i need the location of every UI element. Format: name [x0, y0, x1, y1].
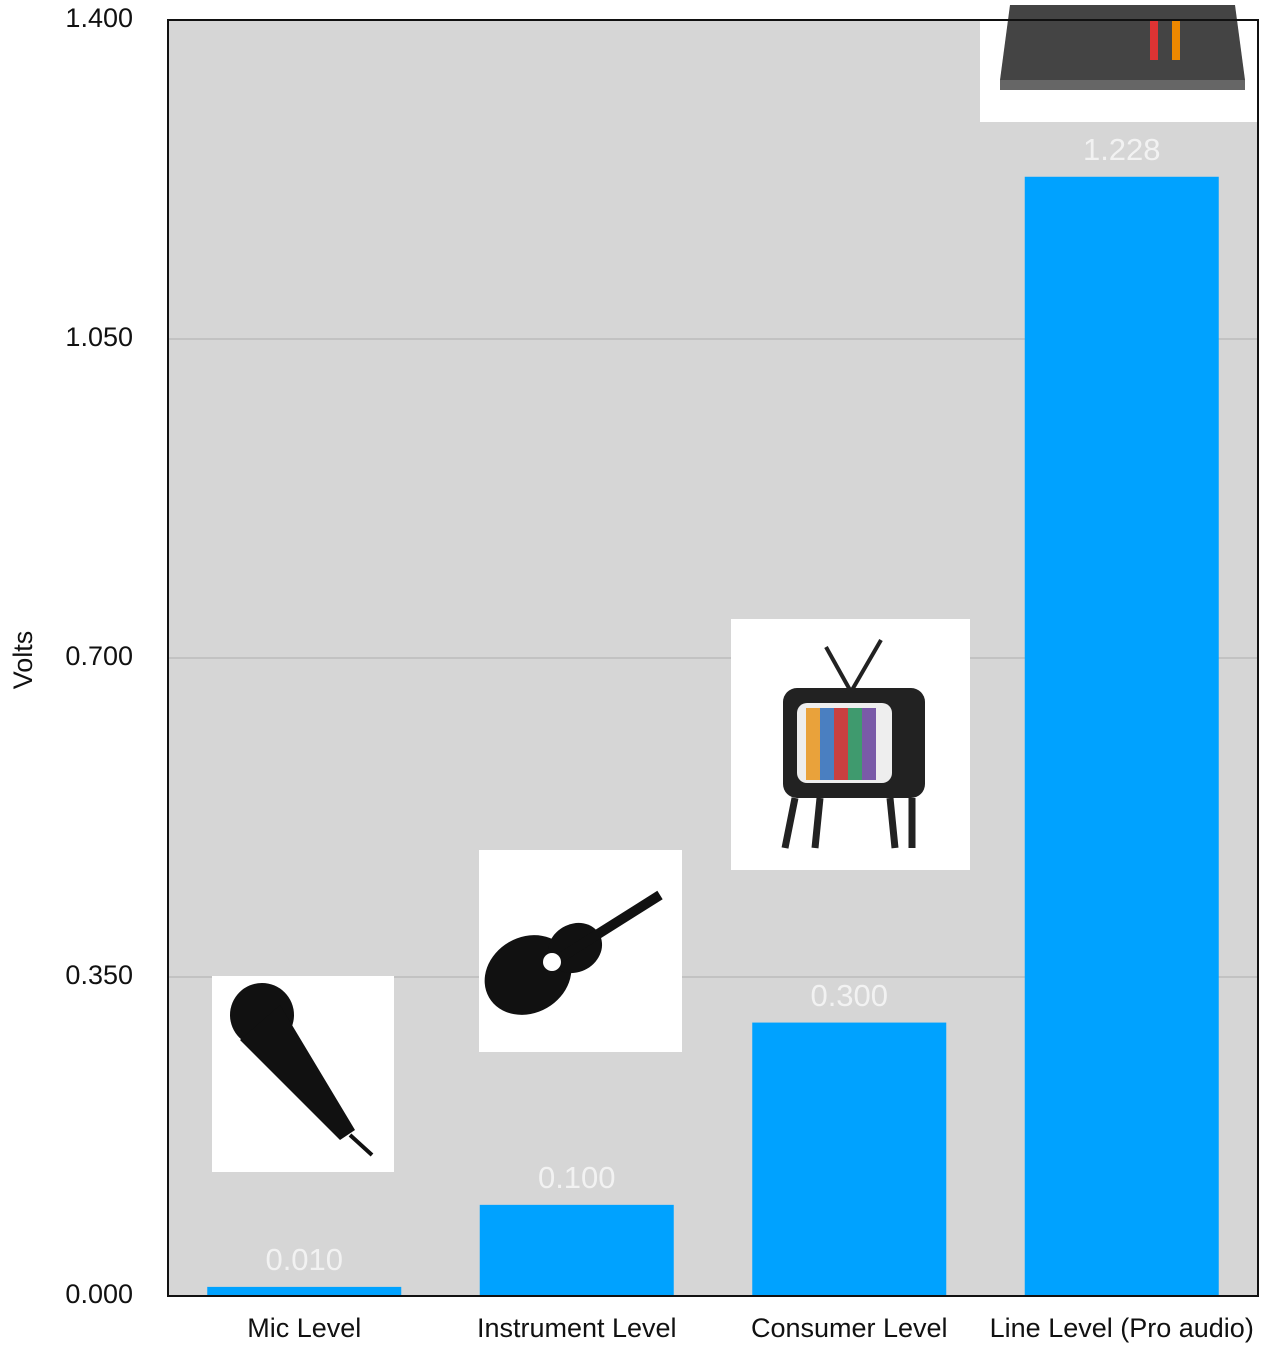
mixer-icon [980, 0, 1258, 122]
y-tick-label: 0.700 [65, 641, 133, 671]
x-tick-label: Consumer Level [751, 1313, 948, 1343]
value-label: 1.228 [1083, 132, 1161, 167]
y-tick-label: 1.050 [65, 322, 133, 352]
value-label: 0.300 [810, 978, 888, 1013]
x-tick-label: Mic Level [247, 1313, 361, 1343]
plot-frame [167, 19, 1259, 1297]
y-axis-label: Volts [8, 631, 38, 690]
x-tick-label: Line Level (Pro audio) [990, 1313, 1254, 1343]
value-label: 0.100 [538, 1160, 616, 1195]
tv-icon [731, 619, 970, 870]
y-tick-label: 0.350 [65, 960, 133, 990]
bar [207, 1286, 402, 1296]
bar [752, 1022, 947, 1296]
value-label: 0.010 [265, 1242, 343, 1277]
x-tick-label: Instrument Level [477, 1313, 677, 1343]
y-tick-label: 0.000 [65, 1279, 133, 1309]
guitar-icon [479, 850, 682, 1052]
y-tick-label: 1.400 [65, 3, 133, 33]
mic-icon [212, 976, 394, 1172]
bar [1024, 176, 1219, 1296]
bar [479, 1204, 674, 1296]
bars [207, 176, 1219, 1296]
